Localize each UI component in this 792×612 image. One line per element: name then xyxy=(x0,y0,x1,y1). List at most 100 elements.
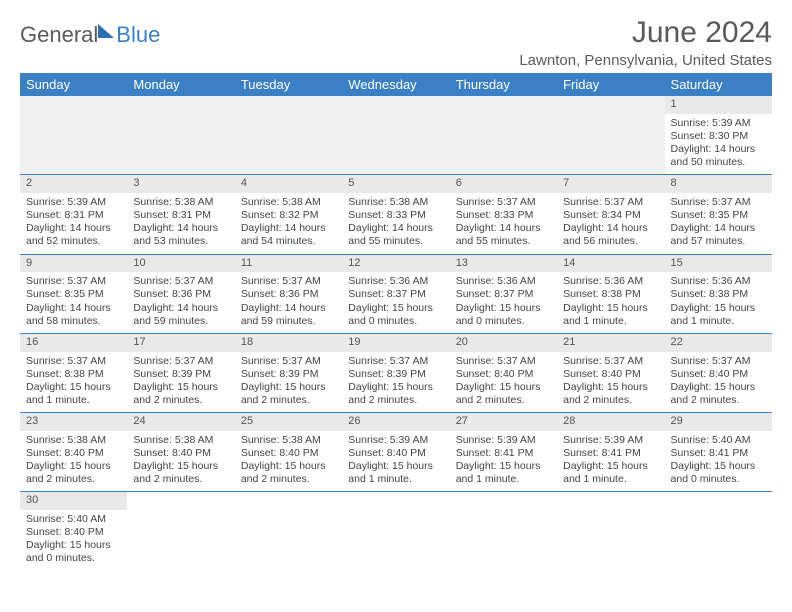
calendar-day-cell xyxy=(127,96,234,175)
weekday-header: Friday xyxy=(557,73,664,96)
calendar-day-cell xyxy=(450,492,557,571)
calendar-week-row: 23Sunrise: 5:38 AMSunset: 8:40 PMDayligh… xyxy=(20,413,772,492)
calendar-day-cell xyxy=(127,492,234,571)
sunset-text: Sunset: 8:39 PM xyxy=(133,368,228,381)
calendar-day-cell: 18Sunrise: 5:37 AMSunset: 8:39 PMDayligh… xyxy=(235,333,342,412)
calendar-day-cell: 8Sunrise: 5:37 AMSunset: 8:35 PMDaylight… xyxy=(665,175,772,254)
calendar-day-cell: 4Sunrise: 5:38 AMSunset: 8:32 PMDaylight… xyxy=(235,175,342,254)
day-number: 16 xyxy=(20,334,127,352)
sunrise-text: Sunrise: 5:38 AM xyxy=(26,434,121,447)
sunrise-text: Sunrise: 5:36 AM xyxy=(348,275,443,288)
day-number: 4 xyxy=(235,175,342,193)
calendar-day-cell xyxy=(450,96,557,175)
sunrise-text: Sunrise: 5:37 AM xyxy=(563,355,658,368)
calendar-day-cell: 2Sunrise: 5:39 AMSunset: 8:31 PMDaylight… xyxy=(20,175,127,254)
sunset-text: Sunset: 8:40 PM xyxy=(133,447,228,460)
sunrise-text: Sunrise: 5:39 AM xyxy=(671,117,766,130)
day-number: 25 xyxy=(235,413,342,431)
sunset-text: Sunset: 8:33 PM xyxy=(456,209,551,222)
daylight-text: Daylight: 14 hours and 59 minutes. xyxy=(133,302,228,328)
sunrise-text: Sunrise: 5:37 AM xyxy=(671,355,766,368)
day-number: 9 xyxy=(20,255,127,273)
calendar-day-cell: 21Sunrise: 5:37 AMSunset: 8:40 PMDayligh… xyxy=(557,333,664,412)
calendar-day-cell: 25Sunrise: 5:38 AMSunset: 8:40 PMDayligh… xyxy=(235,413,342,492)
calendar-day-cell: 3Sunrise: 5:38 AMSunset: 8:31 PMDaylight… xyxy=(127,175,234,254)
calendar-week-row: 30Sunrise: 5:40 AMSunset: 8:40 PMDayligh… xyxy=(20,492,772,571)
sunrise-text: Sunrise: 5:39 AM xyxy=(348,434,443,447)
day-number: 1 xyxy=(665,96,772,114)
calendar-day-cell: 29Sunrise: 5:40 AMSunset: 8:41 PMDayligh… xyxy=(665,413,772,492)
sunset-text: Sunset: 8:31 PM xyxy=(133,209,228,222)
calendar-week-row: 9Sunrise: 5:37 AMSunset: 8:35 PMDaylight… xyxy=(20,254,772,333)
daylight-text: Daylight: 15 hours and 2 minutes. xyxy=(241,381,336,407)
day-number: 11 xyxy=(235,255,342,273)
sunset-text: Sunset: 8:30 PM xyxy=(671,130,766,143)
location-subtitle: Lawnton, Pennsylvania, United States xyxy=(519,52,772,69)
sunrise-text: Sunrise: 5:38 AM xyxy=(241,196,336,209)
sunrise-text: Sunrise: 5:37 AM xyxy=(133,355,228,368)
calendar-day-cell: 16Sunrise: 5:37 AMSunset: 8:38 PMDayligh… xyxy=(20,333,127,412)
calendar-day-cell xyxy=(235,492,342,571)
day-number: 13 xyxy=(450,255,557,273)
daylight-text: Daylight: 15 hours and 1 minute. xyxy=(671,302,766,328)
sunrise-text: Sunrise: 5:39 AM xyxy=(456,434,551,447)
calendar-day-cell xyxy=(342,96,449,175)
calendar-day-cell: 5Sunrise: 5:38 AMSunset: 8:33 PMDaylight… xyxy=(342,175,449,254)
day-number: 2 xyxy=(20,175,127,193)
daylight-text: Daylight: 14 hours and 54 minutes. xyxy=(241,222,336,248)
calendar-day-cell xyxy=(235,96,342,175)
weekday-header: Thursday xyxy=(450,73,557,96)
sunrise-text: Sunrise: 5:37 AM xyxy=(133,275,228,288)
calendar-week-row: 16Sunrise: 5:37 AMSunset: 8:38 PMDayligh… xyxy=(20,333,772,412)
sunset-text: Sunset: 8:38 PM xyxy=(26,368,121,381)
calendar-day-cell: 27Sunrise: 5:39 AMSunset: 8:41 PMDayligh… xyxy=(450,413,557,492)
calendar-day-cell: 20Sunrise: 5:37 AMSunset: 8:40 PMDayligh… xyxy=(450,333,557,412)
sunset-text: Sunset: 8:41 PM xyxy=(563,447,658,460)
daylight-text: Daylight: 14 hours and 52 minutes. xyxy=(26,222,121,248)
weekday-header: Tuesday xyxy=(235,73,342,96)
sunset-text: Sunset: 8:38 PM xyxy=(671,288,766,301)
daylight-text: Daylight: 14 hours and 50 minutes. xyxy=(671,143,766,169)
sunrise-text: Sunrise: 5:38 AM xyxy=(348,196,443,209)
sunrise-text: Sunrise: 5:39 AM xyxy=(26,196,121,209)
brand-part1: General xyxy=(20,22,98,48)
calendar-day-cell: 17Sunrise: 5:37 AMSunset: 8:39 PMDayligh… xyxy=(127,333,234,412)
sunset-text: Sunset: 8:40 PM xyxy=(563,368,658,381)
sunset-text: Sunset: 8:38 PM xyxy=(563,288,658,301)
sunset-text: Sunset: 8:37 PM xyxy=(456,288,551,301)
daylight-text: Daylight: 15 hours and 1 minute. xyxy=(348,460,443,486)
daylight-text: Daylight: 14 hours and 56 minutes. xyxy=(563,222,658,248)
day-number: 14 xyxy=(557,255,664,273)
sunset-text: Sunset: 8:40 PM xyxy=(671,368,766,381)
calendar-week-row: 2 Sunrise: 5:39 AM Sunset: 8:31 PM Daylight… xyxy=(20,175,772,254)
daylight-text: Daylight: 14 hours and 58 minutes. xyxy=(26,302,121,328)
sunrise-text: Sunrise: 5:36 AM xyxy=(456,275,551,288)
sunset-text: Sunset: 8:36 PM xyxy=(241,288,336,301)
calendar-day-cell: 30Sunrise: 5:40 AMSunset: 8:40 PMDayligh… xyxy=(20,492,127,571)
weekday-header: Sunday xyxy=(20,73,127,96)
day-number: 30 xyxy=(20,492,127,510)
sunset-text: Sunset: 8:40 PM xyxy=(456,368,551,381)
day-number: 15 xyxy=(665,255,772,273)
daylight-text: Daylight: 15 hours and 2 minutes. xyxy=(671,381,766,407)
daylight-text: Daylight: 15 hours and 2 minutes. xyxy=(563,381,658,407)
daylight-text: Daylight: 15 hours and 2 minutes. xyxy=(348,381,443,407)
sunset-text: Sunset: 8:39 PM xyxy=(241,368,336,381)
daylight-text: Daylight: 14 hours and 57 minutes. xyxy=(671,222,766,248)
daylight-text: Daylight: 15 hours and 0 minutes. xyxy=(26,539,121,565)
sunset-text: Sunset: 8:34 PM xyxy=(563,209,658,222)
daylight-text: Daylight: 15 hours and 0 minutes. xyxy=(671,460,766,486)
calendar-day-cell xyxy=(665,492,772,571)
day-number: 27 xyxy=(450,413,557,431)
calendar-day-cell: 7Sunrise: 5:37 AMSunset: 8:34 PMDaylight… xyxy=(557,175,664,254)
day-number: 28 xyxy=(557,413,664,431)
sunset-text: Sunset: 8:36 PM xyxy=(133,288,228,301)
day-number: 19 xyxy=(342,334,449,352)
calendar-day-cell xyxy=(20,96,127,175)
day-number: 6 xyxy=(450,175,557,193)
sunset-text: Sunset: 8:33 PM xyxy=(348,209,443,222)
sunset-text: Sunset: 8:37 PM xyxy=(348,288,443,301)
header: General Blue June 2024 Lawnton, Pennsylv… xyxy=(20,16,772,69)
title-block: June 2024 Lawnton, Pennsylvania, United … xyxy=(519,16,772,69)
daylight-text: Daylight: 15 hours and 1 minute. xyxy=(26,381,121,407)
